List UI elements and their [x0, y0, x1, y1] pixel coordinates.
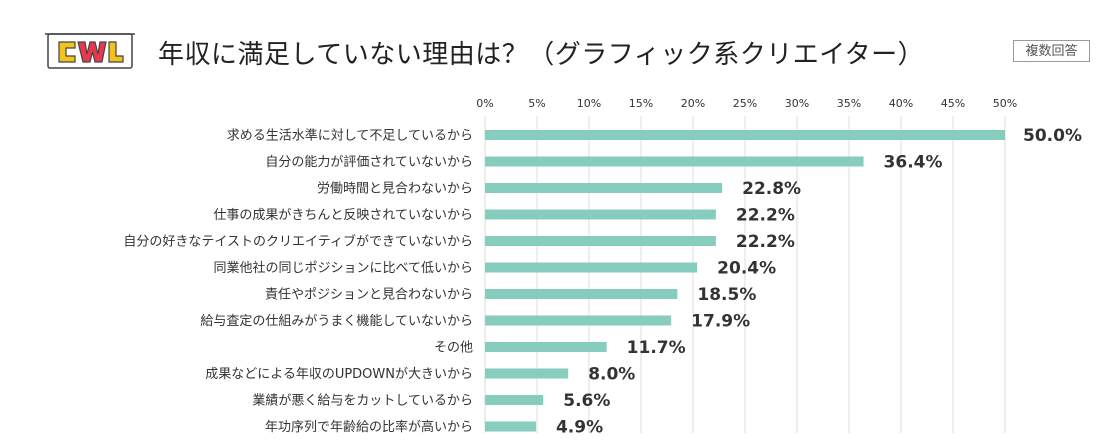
- x-tick-label: 30%: [785, 97, 809, 110]
- bar: [485, 289, 678, 299]
- category-label: 年功序列で年齢給の比率が高いから: [265, 419, 473, 435]
- x-tick-label: 5%: [528, 97, 545, 110]
- category-label: 労働時間と見合わないから: [317, 182, 473, 197]
- x-tick-label: 0%: [476, 97, 493, 110]
- value-label: 8.0%: [588, 365, 635, 385]
- bar: [485, 421, 536, 432]
- category-label: 自分の好きなテイストのクリエイティブができていないから: [123, 234, 473, 250]
- bar: [485, 209, 716, 220]
- x-tick-label: 25%: [733, 97, 757, 110]
- multiple-answer-badge: 複数回答: [1013, 40, 1090, 62]
- x-tick-label: 50%: [993, 97, 1017, 110]
- bar: [485, 183, 723, 193]
- value-label: 4.9%: [556, 418, 603, 438]
- category-label: 自分の能力が評価されていないから: [265, 155, 473, 170]
- bar: [485, 342, 607, 352]
- value-label: 22.8%: [742, 179, 801, 199]
- x-tick-label: 35%: [837, 97, 861, 110]
- x-tick-label: 45%: [941, 97, 965, 110]
- value-label: 11.7%: [627, 338, 686, 358]
- bar: [485, 236, 716, 246]
- category-label: 給与査定の仕組みがうまく機能していないから: [200, 314, 473, 329]
- bar: [485, 368, 569, 379]
- bar: [485, 130, 1005, 140]
- x-tick-label: 20%: [681, 97, 705, 110]
- cwl-logo: [45, 33, 135, 69]
- category-label: 同業他社の同じポジションに比べて低いから: [214, 260, 473, 276]
- bar: [485, 156, 864, 167]
- value-label: 50.0%: [1023, 126, 1082, 146]
- bar: [485, 395, 544, 405]
- bar: [485, 262, 698, 273]
- value-label: 22.2%: [736, 232, 795, 252]
- category-label: 成果などによる年収のUPDOWNが大きいから: [205, 367, 473, 382]
- value-label: 20.4%: [717, 259, 776, 279]
- logo-letter-w: [77, 41, 107, 63]
- chart-title: 年収に満足していない理由は？（グラフィック系クリエイター）: [158, 40, 925, 70]
- x-tick-label: 10%: [577, 97, 601, 110]
- value-label: 17.9%: [691, 312, 750, 332]
- value-label: 18.5%: [697, 285, 756, 305]
- category-label: 求める生活水準に対して不足しているから: [227, 128, 473, 144]
- value-label: 22.2%: [736, 206, 795, 226]
- category-label: 仕事の成果がきちんと反映されていないから: [213, 208, 473, 223]
- logo-letter-l: [108, 41, 124, 63]
- logo-letter-c: [58, 41, 76, 63]
- bar: [485, 315, 672, 326]
- category-label: 業績が悪く給与をカットしているから: [252, 393, 473, 409]
- value-label: 36.4%: [884, 153, 943, 173]
- value-label: 5.6%: [563, 391, 610, 411]
- x-tick-label: 15%: [629, 97, 653, 110]
- category-label: 責任やポジションと見合わないから: [265, 288, 473, 303]
- header: 年収に満足していない理由は？（グラフィック系クリエイター） 複数回答: [0, 0, 1100, 80]
- x-tick-label: 40%: [889, 97, 913, 110]
- category-label: その他: [434, 341, 473, 356]
